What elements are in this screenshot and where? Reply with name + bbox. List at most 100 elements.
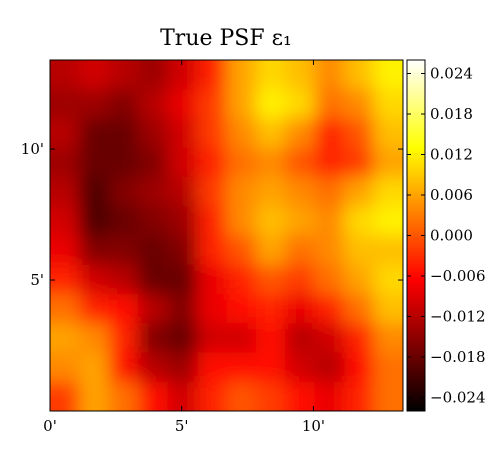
heatmap-cell [344, 235, 375, 266]
heatmap-cell [285, 177, 316, 207]
heatmap-cell [285, 89, 316, 119]
heatmap-cell [138, 206, 169, 236]
heatmap-cell [50, 323, 80, 353]
heatmap-cell [255, 294, 286, 324]
heatmap-cell [138, 352, 169, 383]
heatmap-cell [373, 352, 403, 383]
y-axis: 5' 10' [21, 140, 403, 289]
x-tick-label: 0' [43, 417, 57, 435]
heatmap-cell [255, 147, 286, 178]
heatmap-cell [108, 89, 139, 119]
heatmap-cell [138, 177, 169, 207]
heatmap-cell [138, 264, 169, 295]
heatmap-cell [108, 177, 139, 207]
heatmap-cell [226, 89, 257, 119]
heatmap-cell [226, 235, 257, 266]
heatmap-cell [138, 381, 169, 411]
heatmap-cell [344, 206, 375, 236]
colorbar-tick-label: 0.000 [430, 227, 473, 245]
heatmap-cell [255, 89, 286, 119]
heatmap-cell [167, 294, 198, 324]
heatmap-cell [79, 352, 110, 383]
heatmap-cell [373, 60, 403, 90]
heatmap-cell [167, 60, 198, 90]
heatmap-cell [197, 147, 227, 178]
heatmap-cell [344, 294, 375, 324]
heatmap-cell [167, 147, 198, 178]
heatmap-frame [49, 59, 404, 412]
heatmap-cell [167, 352, 198, 383]
heatmap-cell [344, 147, 375, 178]
heatmap-cell [344, 60, 375, 90]
heatmap-cell [197, 294, 227, 324]
heatmap-cell [197, 177, 227, 207]
heatmap-cell [79, 381, 110, 411]
heatmap-cell [373, 118, 403, 149]
heatmap-cell [373, 177, 403, 207]
heatmap-cell [167, 264, 198, 295]
colorbar-tick-label: 0.006 [430, 186, 473, 204]
heatmap-cell [50, 294, 80, 324]
heatmap-area [50, 60, 403, 411]
colorbar-tick-label: −0.024 [430, 389, 486, 407]
heatmap-cell [79, 264, 110, 295]
heatmap-cell [314, 235, 345, 266]
heatmap-cell [79, 294, 110, 324]
heatmap-cell [373, 89, 403, 119]
heatmap-cell [138, 235, 169, 266]
heatmap-cell [255, 352, 286, 383]
heatmap-cell [79, 118, 110, 149]
heatmap-cell [285, 206, 316, 236]
heatmap-cell [344, 352, 375, 383]
heatmap-cell [108, 323, 139, 353]
heatmap-cell [108, 294, 139, 324]
heatmap-cell [108, 352, 139, 383]
heatmap-cell [344, 381, 375, 411]
heatmap-cell [226, 147, 257, 178]
heatmap-cell [79, 89, 110, 119]
heatmap-cell [285, 294, 316, 324]
heatmap-cell [344, 177, 375, 207]
heatmap-cell [197, 118, 227, 149]
heatmap-cell [314, 381, 345, 411]
heatmap-cell [226, 118, 257, 149]
heatmap-cell [50, 60, 80, 90]
heatmap-cell [79, 206, 110, 236]
colorbar-tick-label: 0.024 [430, 65, 473, 83]
x-tick-label: 5' [175, 417, 189, 435]
heatmap-cell [373, 235, 403, 266]
heatmap-cell [285, 147, 316, 178]
heatmap-cell [167, 381, 198, 411]
heatmap-cell [197, 264, 227, 295]
heatmap-cell [138, 323, 169, 353]
heatmap-cell [108, 60, 139, 90]
heatmap-cell [226, 177, 257, 207]
colorbar-gradient [407, 60, 425, 411]
heatmap-cell [255, 206, 286, 236]
heatmap-cell [314, 206, 345, 236]
heatmap-cell [314, 89, 345, 119]
y-tick-label: 10' [21, 140, 44, 158]
colorbar-tick-label: 0.012 [430, 146, 473, 164]
heatmap-cell [344, 264, 375, 295]
heatmap-cell [314, 294, 345, 324]
heatmap-cell [167, 323, 198, 353]
heatmap-cell [79, 235, 110, 266]
heatmap-cell [255, 118, 286, 149]
heatmap-cell [344, 118, 375, 149]
heatmap-cell [197, 235, 227, 266]
heatmap-cell [79, 177, 110, 207]
colorbar-tick-label: −0.018 [430, 348, 486, 366]
colorbar-tick-label: −0.012 [430, 308, 486, 326]
heatmap-cell [255, 323, 286, 353]
heatmap-cell [108, 147, 139, 178]
chart-title: True PSF ε₁ [160, 26, 292, 51]
heatmap-cell [285, 235, 316, 266]
heatmap-cell [255, 264, 286, 295]
heatmap-cell [226, 264, 257, 295]
heatmap-cell [314, 352, 345, 383]
heatmap-cell [50, 147, 80, 178]
heatmap-cell [138, 147, 169, 178]
heatmap-cell [79, 60, 110, 90]
heatmap-cell [373, 323, 403, 353]
